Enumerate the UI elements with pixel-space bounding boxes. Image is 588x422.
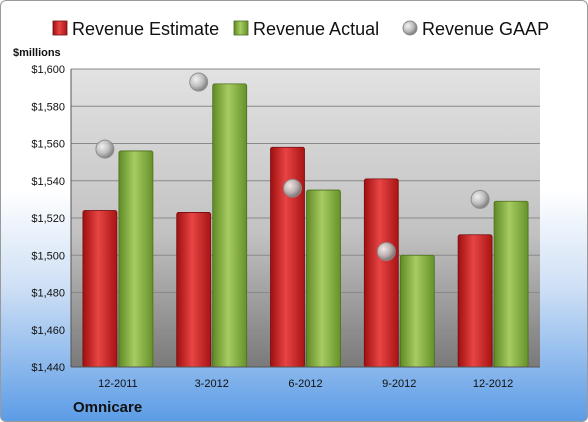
bar-series xyxy=(82,83,529,368)
marker-revenue-gaap xyxy=(376,242,396,262)
y-tick-label: $1,520 xyxy=(31,213,65,225)
y-tick-label: $1,580 xyxy=(31,101,65,113)
x-tick-label: 12-2012 xyxy=(473,378,513,390)
bar-revenue-estimate xyxy=(363,178,399,368)
y-tick-label: $1,540 xyxy=(31,176,65,188)
bar-revenue-actual xyxy=(212,83,248,368)
bar-revenue-estimate xyxy=(457,234,493,368)
marker-revenue-gaap xyxy=(283,178,302,198)
x-tick-label: 3-2012 xyxy=(195,378,229,390)
x-tick-label: 6-2012 xyxy=(288,378,322,390)
bar-revenue-actual xyxy=(118,150,154,368)
y-tick-label: $1,560 xyxy=(31,139,65,151)
bar-revenue-estimate xyxy=(82,210,118,368)
legend-swatch xyxy=(402,20,418,36)
bar-revenue-actual xyxy=(306,189,341,368)
gaap-markers xyxy=(95,72,490,262)
company-name: Omnicare xyxy=(73,399,142,416)
bar-revenue-estimate xyxy=(176,212,212,368)
legend-swatch xyxy=(233,20,249,36)
x-axis: 12-2011 3-2012 6-2012 9-2012 12-2012 xyxy=(71,366,540,390)
marker-revenue-gaap xyxy=(470,189,490,209)
bar-revenue-actual xyxy=(399,254,435,368)
y-axis: $1,440 $1,460 $1,480 $1,500 $1,520 $1,540 $1,5… xyxy=(31,64,72,374)
bar-revenue-actual xyxy=(493,200,529,368)
x-tick-label: 12-2011 xyxy=(98,378,138,390)
x-tick-label: 9-2012 xyxy=(382,378,416,390)
legend: Revenue Estimate Revenue Actual Revenue GA… xyxy=(52,19,549,39)
y-tick-label: $1,500 xyxy=(31,250,65,262)
marker-revenue-gaap xyxy=(189,72,209,92)
marker-revenue-gaap xyxy=(95,139,115,159)
y-tick-label: $1,600 xyxy=(31,64,65,76)
y-tick-label: $1,440 xyxy=(31,362,65,374)
legend-swatch xyxy=(52,20,68,36)
legend-label: Revenue Actual xyxy=(253,19,379,39)
legend-label: Revenue GAAP xyxy=(422,19,549,39)
y-tick-label: $1,480 xyxy=(31,288,65,300)
unit-label: $millions xyxy=(13,47,61,59)
legend-label: Revenue Estimate xyxy=(72,19,219,39)
y-tick-label: $1,460 xyxy=(31,325,65,337)
